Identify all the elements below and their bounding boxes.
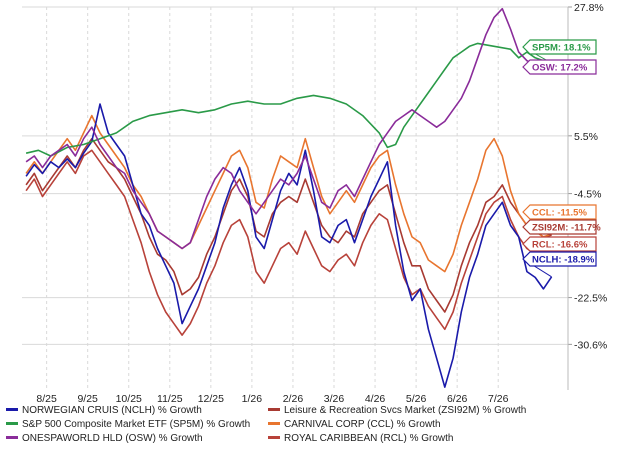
value-tag-label: NCLH: -18.9% (532, 255, 595, 266)
series-line-zsi92m (25, 137, 552, 313)
x-tick-label: 3/26 (324, 393, 345, 405)
x-tick-label: 5/26 (406, 393, 427, 405)
x-tick-label: 11/25 (157, 393, 183, 405)
x-tick-label: 6/26 (447, 393, 468, 405)
x-tick-label: 7/26 (488, 393, 509, 405)
y-tick-label: -22.5% (574, 293, 607, 305)
value-tag-nclh: NCLH: -18.9% (522, 251, 597, 278)
x-tick-label: 12/25 (198, 393, 224, 405)
value-tag-label: ZSI92M: -11.7% (532, 223, 601, 234)
series-line-nclh (25, 103, 553, 388)
value-tag-box (522, 251, 597, 267)
legend-label: ROYAL CARIBBEAN (RCL) % Growth (284, 433, 453, 444)
legend-label: CARNIVAL CORP (CCL) % Growth (284, 419, 441, 430)
x-tick-label: 10/25 (116, 393, 142, 405)
horizontal-gridlines (22, 6, 572, 345)
value-tag-label: CCL: -11.5% (532, 208, 587, 219)
legend-item-osw: ONESPAWORLD HLD (OSW) % Growth (6, 433, 203, 444)
value-tag-box (522, 219, 597, 235)
series-line-osw (25, 7, 552, 250)
value-tag-label: SP5M: 18.1% (532, 43, 591, 54)
series-lines (25, 7, 553, 388)
value-tag-osw: OSW: 17.2% (522, 59, 597, 75)
y-tick-label: 27.8% (574, 2, 604, 14)
value-tag-zsi92m: ZSI92M: -11.7% (522, 219, 601, 236)
chart-legend: NORWEGIAN CRUIS (NCLH) % Growth Leisure &… (6, 405, 526, 444)
legend-item-nclh: NORWEGIAN CRUIS (NCLH) % Growth (6, 405, 202, 416)
value-tag-label: OSW: 17.2% (532, 63, 588, 74)
x-axis-tick-labels: 8/25 9/25 10/25 11/25 12/25 1/26 2/26 3/26 4/26 5… (36, 393, 508, 405)
legend-item-rcl: ROYAL CARIBBEAN (RCL) % Growth (268, 433, 453, 444)
series-line-ccl (25, 114, 552, 273)
x-tick-label: 1/26 (242, 393, 263, 405)
y-axis-tick-labels: 27.8% 5.5% -4.5% -22.5% -30.6% (574, 2, 607, 351)
legend-item-ccl: CARNIVAL CORP (CCL) % Growth (268, 419, 441, 430)
value-tag-label: RCL: -16.6% (532, 240, 588, 251)
y-tick-label: -30.6% (574, 339, 607, 351)
y-tick-label: -4.5% (574, 189, 601, 201)
x-tick-label: 4/26 (365, 393, 386, 405)
value-tag-box (522, 39, 597, 55)
legend-label: ONESPAWORLD HLD (OSW) % Growth (22, 433, 203, 444)
legend-label: Leisure & Recreation Svcs Market (ZSI92M… (284, 405, 526, 416)
x-tick-label: 8/25 (36, 393, 57, 405)
x-tick-label: 2/26 (283, 393, 304, 405)
y-tick-label: 5.5% (574, 131, 598, 143)
vertical-gridlines (46, 7, 499, 390)
value-tag-rcl: RCL: -16.6% (522, 236, 597, 264)
legend-label: S&P 500 Composite Market ETF (SP5M) % Gr… (22, 419, 250, 430)
series-value-tags: SP5M: 18.1% OSW: 17.2% CCL: -11.5% ZSI92M: … (522, 39, 601, 278)
value-tag-box (522, 59, 597, 75)
value-tag-box (522, 236, 597, 252)
value-tag-box (522, 204, 597, 220)
x-tick-label: 9/25 (77, 393, 98, 405)
legend-item-sp5m: S&P 500 Composite Market ETF (SP5M) % Gr… (6, 419, 250, 430)
legend-label: NORWEGIAN CRUIS (NCLH) % Growth (22, 405, 202, 416)
legend-item-zsi92m: Leisure & Recreation Svcs Market (ZSI92M… (268, 405, 526, 416)
series-line-rcl (25, 149, 552, 336)
